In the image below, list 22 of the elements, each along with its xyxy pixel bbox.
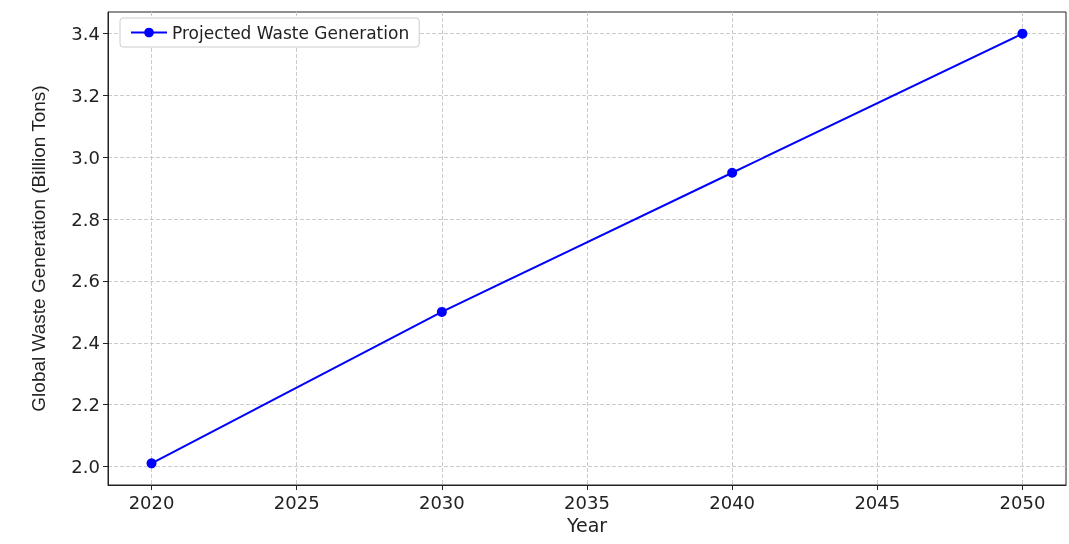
y-tick-label: 2.2 xyxy=(71,394,100,416)
point xyxy=(1017,28,1028,39)
x-axis-title: Year xyxy=(565,514,608,537)
y-tick-label: 3.4 xyxy=(71,23,100,45)
x-tick-label: 2020 xyxy=(128,491,175,513)
x-tick-label: 2050 xyxy=(999,491,1046,513)
y-tick-label: 2.4 xyxy=(71,332,100,354)
x-tick-label: 2030 xyxy=(418,491,465,513)
y-tick-label: 3.2 xyxy=(71,84,100,106)
point xyxy=(146,458,157,469)
y-axis-title: Global Waste Generation (Billion Tons) xyxy=(28,85,49,412)
x-tick-label: 2045 xyxy=(854,491,901,513)
x-tick-label: 2025 xyxy=(273,491,320,513)
x-tick-label: 2040 xyxy=(709,491,756,513)
y-tick-label: 2.8 xyxy=(71,208,100,230)
legend-label: Projected Waste Generation xyxy=(172,22,410,43)
y-tick-label: 2.6 xyxy=(71,270,100,292)
x-tick-label: 2035 xyxy=(564,491,610,513)
point xyxy=(727,167,738,178)
y-tick-label: 3.0 xyxy=(71,146,100,168)
point xyxy=(436,306,447,317)
y-tick-label: 2.0 xyxy=(71,455,100,477)
